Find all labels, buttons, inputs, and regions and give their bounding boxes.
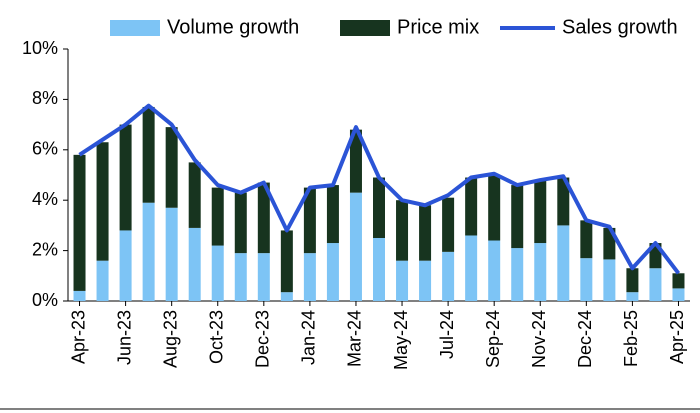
bar-segment <box>557 225 570 301</box>
bar-segment <box>488 175 501 241</box>
bar-segment <box>442 251 455 301</box>
bar-segment <box>603 259 616 301</box>
bar-segment <box>257 253 270 301</box>
x-tick-label: Apr-25 <box>667 310 687 364</box>
x-tick-label: Feb-25 <box>621 310 641 367</box>
y-tick-label: 10% <box>22 38 58 58</box>
legend-label: Price mix <box>397 16 479 38</box>
bar-segment <box>626 292 639 301</box>
x-tick-label: Apr-23 <box>68 310 88 364</box>
y-tick-label: 0% <box>32 290 58 310</box>
bar-segment <box>442 197 455 252</box>
bar-segment <box>142 106 155 203</box>
x-tick-label: May-24 <box>391 310 411 370</box>
legend-label: Sales growth <box>562 16 678 38</box>
bar-segment <box>280 230 293 293</box>
bar-segment <box>465 235 478 301</box>
bar-segment <box>511 185 524 249</box>
bar-segment <box>465 177 478 236</box>
x-tick-label: Mar-24 <box>345 310 365 367</box>
bar-segment <box>119 124 132 231</box>
bar-segment <box>580 258 593 301</box>
bar-segment <box>511 248 524 301</box>
x-tick-label: Dec-23 <box>253 310 273 368</box>
bar-segment <box>534 243 547 301</box>
bar-segment <box>142 202 155 301</box>
bar-segment <box>349 192 362 301</box>
legend-swatch <box>110 20 160 36</box>
line <box>78 103 681 275</box>
bar-segment <box>280 292 293 301</box>
y-tick-label: 4% <box>32 189 58 209</box>
bar-segment <box>349 129 362 193</box>
bar-segment <box>326 185 339 244</box>
bar-segment <box>580 220 593 259</box>
bar-segment <box>234 192 247 254</box>
bar-segment <box>96 142 109 261</box>
x-tick-label: Aug-23 <box>160 310 180 368</box>
bar-segment <box>326 243 339 301</box>
bar-segment <box>211 245 224 301</box>
bar-segment <box>73 290 86 301</box>
bar-segment <box>303 187 316 254</box>
bar-segment <box>188 162 201 228</box>
bar-segment <box>396 260 409 301</box>
bar-segment <box>73 154 86 291</box>
bar-segment <box>257 182 270 254</box>
bar-segment <box>303 253 316 301</box>
bar-segment <box>396 200 409 261</box>
x-tick-label: Jan-24 <box>299 310 319 365</box>
x-tick-label: Sep-24 <box>483 310 503 368</box>
bar-segment <box>626 268 639 293</box>
x-tick-label: Jul-24 <box>437 310 457 359</box>
bar-segment <box>672 288 685 301</box>
bar-segment <box>211 187 224 246</box>
bar-segment <box>373 177 385 238</box>
legend-label: Volume growth <box>167 16 299 38</box>
bar-segment <box>234 253 247 301</box>
bar-segment <box>373 238 385 301</box>
bar-segment <box>119 230 132 301</box>
y-tick-label: 8% <box>32 88 58 108</box>
y-tick-label: 6% <box>32 139 58 159</box>
bar-segment <box>165 207 178 301</box>
x-tick-label: Nov-24 <box>529 310 549 368</box>
legend-swatch <box>340 20 390 36</box>
bar-segment <box>488 240 501 301</box>
x-tick-label: Oct-23 <box>206 310 226 364</box>
bar-segment <box>419 260 432 301</box>
bar-segment <box>649 268 662 301</box>
bar-segment <box>96 260 109 301</box>
bar-segment <box>672 273 685 289</box>
x-tick-label: Dec-24 <box>575 310 595 368</box>
bar-segment <box>165 127 178 208</box>
bar-segment <box>419 205 432 261</box>
y-tick-label: 2% <box>32 239 58 259</box>
bar-segment <box>557 177 570 226</box>
x-tick-label: Jun-23 <box>114 310 134 365</box>
bar-segment <box>188 227 201 301</box>
bar-segment <box>534 180 547 244</box>
